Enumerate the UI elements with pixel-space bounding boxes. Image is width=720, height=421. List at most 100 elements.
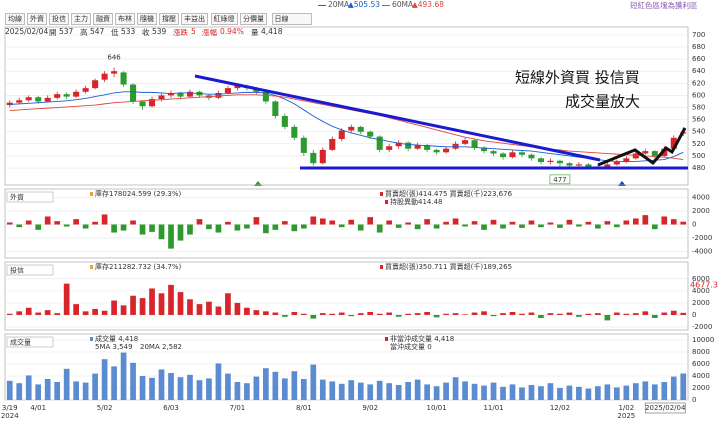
bar: [158, 369, 165, 400]
candle-body: [215, 92, 222, 98]
bar: [120, 224, 127, 231]
candle-body: [16, 100, 23, 103]
bar: [414, 224, 421, 230]
y-tick-label: 680: [692, 43, 705, 51]
bar: [471, 312, 478, 315]
period-select[interactable]: 日線: [271, 13, 312, 25]
bar: [225, 293, 231, 315]
bar: [357, 313, 364, 315]
toolbar-button[interactable]: 撐壓: [159, 13, 179, 25]
annotation: 短線外資買 投信買: [515, 69, 640, 87]
bar: [168, 373, 174, 400]
bar: [433, 386, 440, 400]
bar: [405, 222, 412, 225]
bar: [557, 313, 563, 315]
panel-selector[interactable]: 成交量: [10, 338, 31, 347]
bar: [670, 310, 677, 315]
bar: [139, 224, 146, 235]
bar: [82, 382, 89, 400]
candle-body: [376, 136, 383, 150]
candle-body: [348, 126, 355, 131]
bar: [300, 313, 307, 315]
bar: [481, 224, 487, 230]
quote-label: 收: [142, 28, 150, 37]
x-tick-label: 12/02: [550, 404, 570, 412]
toolbar-button[interactable]: 主力: [71, 13, 91, 25]
bar: [642, 311, 649, 315]
toolbar-button[interactable]: 投信: [49, 13, 69, 25]
bar: [6, 380, 13, 400]
indicator-value: ▲493.68: [412, 0, 445, 9]
toolbar-button[interactable]: 均線: [5, 13, 25, 25]
bar: [471, 383, 478, 400]
bar: [642, 381, 649, 400]
candle-body: [186, 91, 194, 97]
toolbar-button[interactable]: 紅綠燈: [210, 13, 238, 25]
bar: [130, 220, 136, 225]
candle-body: [490, 151, 497, 154]
bar: [376, 224, 383, 233]
bar: [661, 216, 668, 225]
legend-swatch: [90, 337, 93, 341]
toolbar-button[interactable]: 外資: [27, 13, 47, 25]
bar: [168, 284, 174, 315]
y-tick-label: 480: [692, 164, 705, 172]
candle-body: [167, 92, 175, 96]
bar: [405, 382, 412, 400]
bar: [263, 311, 269, 315]
panel-selector[interactable]: 外資: [10, 193, 24, 202]
panel-frame: [4, 261, 689, 331]
y-tick-label: 520: [692, 140, 705, 148]
x-tick-label: 6/03: [163, 404, 179, 412]
toolbar-button[interactable]: 融資: [93, 13, 113, 25]
y-tick-label: 2000: [692, 384, 710, 392]
arrow-drawing: [597, 127, 687, 167]
bar: [405, 313, 412, 315]
candle-body: [281, 115, 288, 127]
panel-selector-box[interactable]: [6, 191, 54, 203]
quote-label: 高: [80, 28, 88, 37]
bar: [490, 382, 497, 400]
quote-value: 4,418: [261, 27, 283, 36]
bar: [149, 377, 155, 400]
bar: [111, 366, 117, 400]
bar: [595, 386, 601, 400]
bar: [614, 312, 620, 315]
bar: [452, 377, 459, 400]
legend-swatch: [90, 192, 93, 196]
bar: [481, 385, 487, 400]
candle-body: [566, 163, 573, 166]
panel-text: 庫存178024.599 (29.3%): [95, 189, 182, 198]
bar: [253, 217, 260, 225]
bar: [310, 314, 317, 319]
panel-frame: [4, 188, 689, 259]
panel-selector-box[interactable]: [6, 264, 54, 276]
toolbar-button[interactable]: 布林: [115, 13, 135, 25]
bar: [651, 384, 658, 400]
candle-body: [651, 151, 658, 156]
bar: [424, 384, 430, 400]
bar: [462, 314, 468, 315]
panel-selector-box[interactable]: [6, 336, 54, 348]
toolbar-button[interactable]: 分價量: [240, 13, 267, 25]
bar: [16, 311, 23, 315]
bar: [348, 314, 355, 317]
bar: [670, 219, 677, 225]
panel-selector[interactable]: 投信: [10, 266, 24, 275]
bar: [651, 314, 658, 318]
bar: [623, 313, 630, 315]
candle-body: [528, 154, 535, 159]
toolbar-button[interactable]: 隨機: [137, 13, 157, 25]
bar: [642, 215, 649, 225]
note-link[interactable]: 短紅色區塊為獲利區: [630, 1, 698, 10]
bar: [139, 376, 146, 400]
bar: [414, 313, 421, 315]
bar: [120, 352, 127, 400]
bar: [234, 382, 241, 400]
bar: [111, 300, 117, 315]
bar: [177, 292, 184, 315]
toolbar-button[interactable]: 丰益出: [181, 13, 208, 25]
y-tick-label: 700: [692, 31, 705, 39]
